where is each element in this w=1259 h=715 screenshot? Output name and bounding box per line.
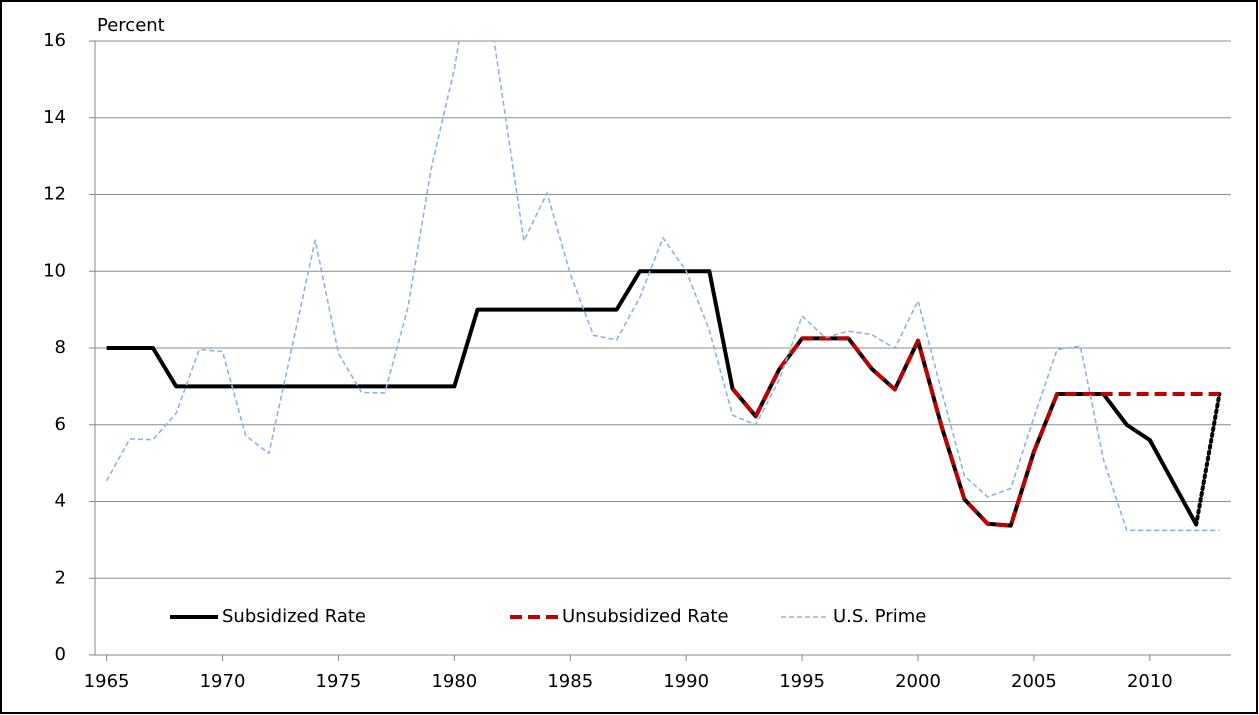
y-axis-label: Percent	[97, 15, 165, 36]
series-line	[105, 41, 1220, 532]
x-tick-label: 1975	[316, 671, 362, 692]
y-tick-label: 14	[43, 107, 66, 128]
y-tick-label: 0	[55, 644, 66, 665]
x-tick-label: 1970	[200, 671, 246, 692]
y-tick-label: 2	[55, 567, 66, 588]
x-tick-label: 2005	[1011, 671, 1057, 692]
x-tick-label: 1990	[663, 671, 709, 692]
y-tick-label: 16	[43, 30, 66, 51]
x-tick-label: 1985	[547, 671, 593, 692]
series-line-dotted	[1194, 392, 1222, 527]
x-tick-label: 1980	[431, 671, 477, 692]
legend-label: Subsidized Rate	[222, 606, 366, 627]
x-tick-label: 2010	[1127, 671, 1173, 692]
x-tick-label: 2000	[895, 671, 941, 692]
y-tick-label: 6	[55, 414, 66, 435]
y-tick-label: 12	[43, 184, 66, 205]
legend-label: Unsubsidized Rate	[562, 606, 729, 627]
x-tick-label: 1995	[779, 671, 825, 692]
y-tick-label: 4	[55, 491, 66, 512]
y-tick-label: 8	[55, 337, 66, 358]
legend-label: U.S. Prime	[833, 606, 926, 627]
x-tick-label: 1965	[84, 671, 130, 692]
y-tick-label: 10	[43, 260, 66, 281]
series-line	[731, 336, 1220, 528]
